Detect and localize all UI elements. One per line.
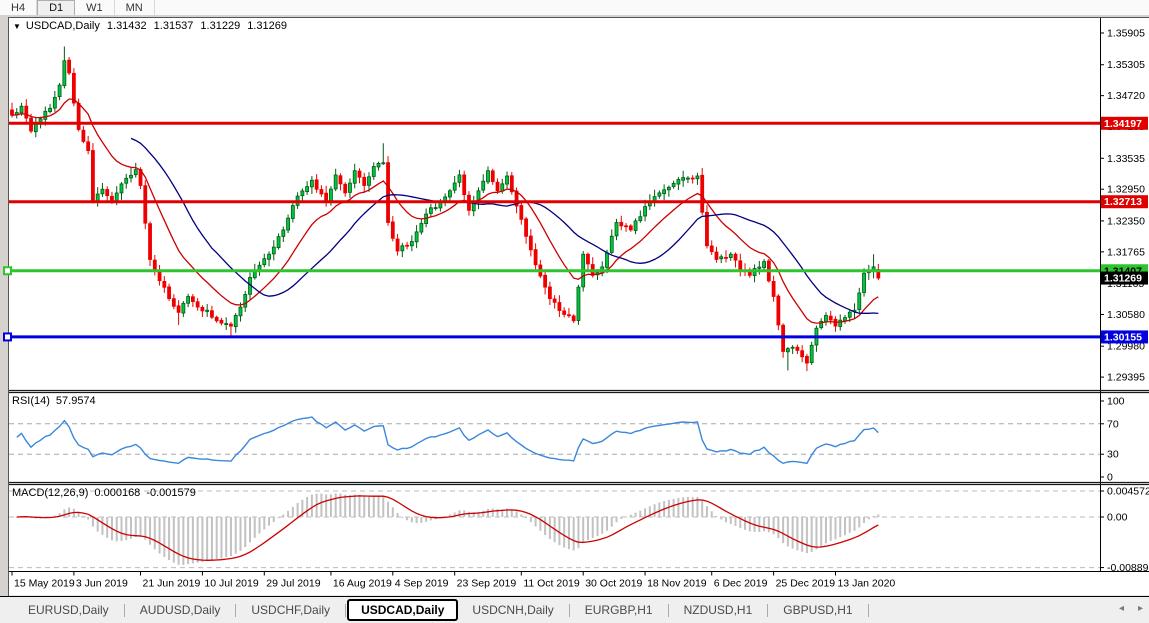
svg-text:0.004572: 0.004572 bbox=[1107, 485, 1149, 497]
svg-text:70: 70 bbox=[1107, 418, 1119, 430]
date-label: 29 Jul 2019 bbox=[266, 578, 320, 590]
svg-text:1.34197: 1.34197 bbox=[1104, 118, 1142, 130]
chart-tab-eurusd-daily[interactable]: EURUSD,Daily bbox=[28, 603, 109, 617]
date-label: 10 Jul 2019 bbox=[204, 578, 258, 590]
date-label: 16 Aug 2019 bbox=[333, 578, 392, 590]
rsi-label: RSI(14) bbox=[12, 395, 50, 407]
axis-badge: 1.30155 bbox=[1101, 330, 1148, 344]
svg-text:1.29980: 1.29980 bbox=[1107, 341, 1145, 353]
chart-close-value: 1.31269 bbox=[247, 20, 287, 32]
svg-text:1.30580: 1.30580 bbox=[1107, 309, 1145, 321]
timeframe-toolbar: H4 D1 W1 MN bbox=[0, 0, 1149, 16]
chart-ohlc-header: ▼ USDCAD,Daily 1.31432 1.31537 1.31229 1.3126… bbox=[13, 20, 287, 32]
macd-label: MACD(12,26,9) bbox=[12, 487, 89, 499]
date-label: 6 Dec 2019 bbox=[714, 578, 768, 590]
rsi-value: 57.9574 bbox=[55, 395, 96, 407]
macd-signal-line bbox=[16, 495, 879, 561]
chart-tab-usdchf-daily[interactable]: USDCHF,Daily bbox=[251, 603, 331, 617]
tab-divider bbox=[235, 603, 237, 617]
macd-main-value: 0.000168 bbox=[94, 487, 141, 499]
price-line-handle[interactable] bbox=[3, 266, 12, 276]
date-label: 15 May 2019 bbox=[14, 578, 75, 590]
svg-text:1.32350: 1.32350 bbox=[1107, 215, 1145, 227]
svg-text:0: 0 bbox=[1107, 472, 1113, 484]
date-label: 11 Oct 2019 bbox=[523, 578, 580, 590]
date-label: 30 Oct 2019 bbox=[585, 578, 642, 590]
svg-text:-0.008893: -0.008893 bbox=[1107, 562, 1149, 574]
macd-signal-value: -0.001579 bbox=[146, 487, 196, 499]
chart-tab-bar: EURUSD,Daily AUDUSD,Daily USDCHF,Daily U… bbox=[0, 596, 1149, 623]
svg-text:30: 30 bbox=[1107, 449, 1119, 461]
date-label: 25 Dec 2019 bbox=[776, 578, 836, 590]
date-label: 18 Nov 2019 bbox=[647, 578, 707, 590]
tab-divider bbox=[667, 603, 669, 617]
tab-scroll-left-icon[interactable]: ◂ bbox=[1118, 603, 1124, 614]
tab-divider bbox=[345, 603, 347, 617]
svg-text:1.31765: 1.31765 bbox=[1107, 246, 1145, 258]
chart-tab-nzdusd-h1[interactable]: NZDUSD,H1 bbox=[683, 603, 753, 617]
timeframe-w1-button[interactable]: W1 bbox=[75, 0, 115, 15]
chart-open-value: 1.31432 bbox=[106, 20, 147, 32]
collapse-chart-icon[interactable]: ▼ bbox=[13, 22, 21, 31]
macd-histogram bbox=[15, 493, 880, 566]
svg-text:0.00: 0.00 bbox=[1107, 512, 1128, 524]
tab-divider bbox=[568, 603, 570, 617]
axis-badge: 1.32713 bbox=[1101, 195, 1148, 209]
svg-text:1.33535: 1.33535 bbox=[1107, 153, 1145, 165]
axis-badge: 1.34197 bbox=[1101, 116, 1148, 130]
chart-symbol-label: USDCAD,Daily bbox=[25, 20, 100, 32]
chart-window: 1.359051.353051.347201.341351.335351.329… bbox=[0, 15, 1149, 596]
price-line-handle[interactable] bbox=[3, 332, 12, 342]
tab-scroll-controls: ◂ ▸ bbox=[1119, 603, 1143, 614]
svg-text:1.29395: 1.29395 bbox=[1107, 372, 1145, 384]
rsi-line bbox=[16, 416, 879, 465]
chart-high-value: 1.31537 bbox=[153, 20, 194, 32]
macd-indicator-header: MACD(12,26,9) 0.000168 -0.001579 bbox=[12, 487, 196, 499]
chart-low-value: 1.31229 bbox=[200, 20, 241, 32]
timeframe-d1-button[interactable]: D1 bbox=[37, 0, 76, 15]
date-label: 13 Jan 2020 bbox=[837, 578, 895, 590]
ma-slow-line bbox=[130, 137, 879, 315]
tab-scroll-right-icon[interactable]: ▸ bbox=[1137, 603, 1143, 614]
date-label: 21 Jun 2019 bbox=[143, 578, 201, 590]
svg-text:1.32950: 1.32950 bbox=[1107, 184, 1145, 196]
svg-text:1.32713: 1.32713 bbox=[1104, 196, 1142, 208]
svg-text:1.35905: 1.35905 bbox=[1107, 28, 1145, 40]
tab-divider bbox=[867, 603, 869, 617]
date-label: 3 Jun 2019 bbox=[76, 578, 128, 590]
timeframe-h4-button[interactable]: H4 bbox=[0, 0, 38, 15]
svg-text:1.30155: 1.30155 bbox=[1104, 331, 1142, 343]
svg-text:1.31269: 1.31269 bbox=[1104, 273, 1142, 285]
date-label: 23 Sep 2019 bbox=[457, 578, 517, 590]
svg-text:100: 100 bbox=[1107, 396, 1125, 408]
tab-divider bbox=[767, 603, 769, 617]
date-label: 4 Sep 2019 bbox=[395, 578, 449, 590]
svg-text:1.35305: 1.35305 bbox=[1107, 59, 1145, 71]
svg-text:1.34720: 1.34720 bbox=[1107, 90, 1145, 102]
axis-badge: 1.31269 bbox=[1101, 271, 1148, 285]
tab-divider bbox=[123, 603, 125, 617]
rsi-indicator-header: RSI(14) 57.9574 bbox=[12, 395, 96, 407]
chart-tab-gbpusd-h1[interactable]: GBPUSD,H1 bbox=[783, 603, 853, 617]
chart-canvas[interactable]: 1.359051.353051.347201.341351.335351.329… bbox=[0, 15, 1149, 596]
chart-tab-eurgbp-h1[interactable]: EURGBP,H1 bbox=[584, 603, 653, 617]
chart-tab-audusd-daily[interactable]: AUDUSD,Daily bbox=[139, 603, 221, 617]
chart-tab-usdcad-daily[interactable]: USDCAD,Daily bbox=[347, 599, 459, 621]
timeframe-mn-button[interactable]: MN bbox=[115, 0, 155, 15]
chart-tab-usdcnh-daily[interactable]: USDCNH,Daily bbox=[472, 603, 554, 617]
